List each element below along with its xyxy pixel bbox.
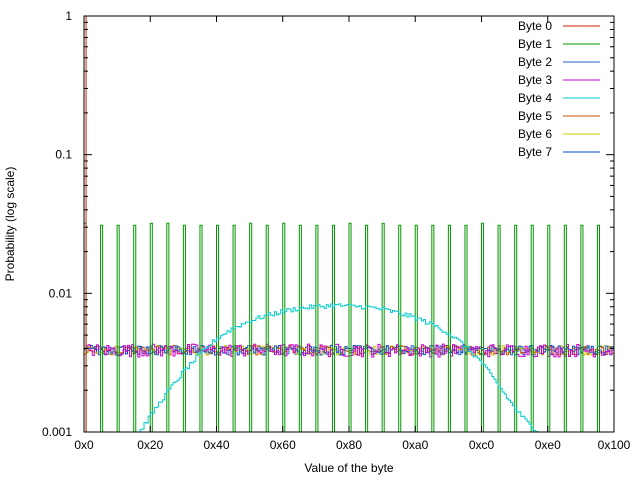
y-tick-label: 0.1 <box>55 148 72 162</box>
legend-label: Byte 0 <box>518 19 552 33</box>
legend: Byte 0 Byte 1 Byte 2 Byte 3 Byte 4 Byte 5 Byte… <box>518 19 600 159</box>
legend-label: Byte 6 <box>518 127 552 141</box>
x-tick-label: 0xa0 <box>402 438 428 452</box>
x-tick-label: 0x40 <box>203 438 229 452</box>
legend-label: Byte 5 <box>518 109 552 123</box>
legend-label: Byte 2 <box>518 55 552 69</box>
x-tick-label: 0xc0 <box>469 438 495 452</box>
series-layer <box>84 16 614 432</box>
x-tick-label: 0x100 <box>598 438 631 452</box>
x-tick-label: 0x20 <box>137 438 163 452</box>
series-byte-4 <box>139 303 543 432</box>
series-clip-group <box>84 16 614 432</box>
legend-label: Byte 3 <box>518 73 552 87</box>
x-tick-label: 0x0 <box>74 438 94 452</box>
legend-label: Byte 4 <box>518 91 552 105</box>
x-axis-label: Value of the byte <box>304 461 394 475</box>
x-tick-label: 0x80 <box>336 438 362 452</box>
legend-label: Byte 1 <box>518 37 552 51</box>
y-tick-label: 1 <box>65 9 72 23</box>
y-tick-label: 0.001 <box>42 425 72 439</box>
y-axis-label: Probability (log scale) <box>3 167 17 282</box>
y-tick-label: 0.01 <box>49 286 73 300</box>
x-tick-label: 0xe0 <box>535 438 561 452</box>
x-tick-label: 0x60 <box>270 438 296 452</box>
series-byte-1 <box>84 222 601 432</box>
ticks-layer: 0x0 0x20 0x40 0x60 0x80 0xa0 0xc0 0xe0 0x100 1 0.1… <box>42 9 631 452</box>
series-byte-0 <box>84 16 87 432</box>
legend-label: Byte 7 <box>518 145 552 159</box>
